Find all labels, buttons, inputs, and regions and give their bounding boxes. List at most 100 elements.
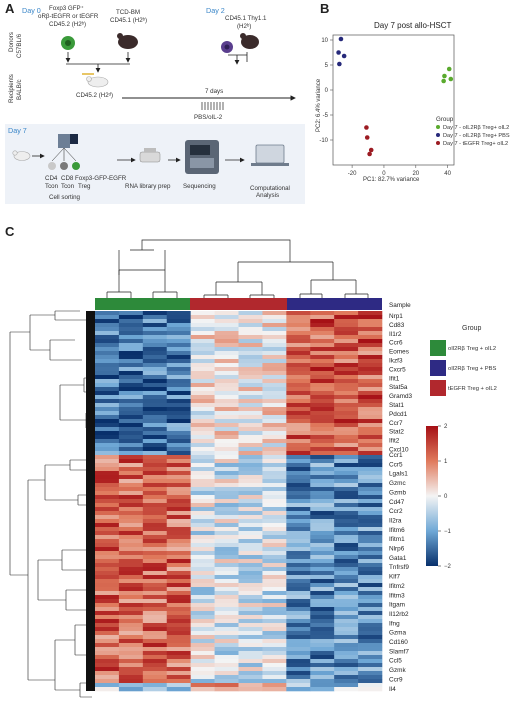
heatmap-cell	[166, 323, 191, 328]
donor-cells-line1: Foxp3 GFP⁺	[49, 5, 84, 12]
heatmap-cell	[310, 615, 335, 620]
heatmap-cell	[118, 319, 144, 324]
heatmap-cell	[166, 491, 191, 496]
heatmap-cell	[95, 515, 120, 520]
heatmap-cell	[334, 683, 359, 688]
heatmap-cell	[262, 599, 287, 604]
heatmap-cell	[334, 655, 359, 660]
heatmap-cell	[214, 415, 239, 420]
heatmap-cell	[95, 635, 120, 640]
heatmap-cell	[166, 555, 191, 560]
heatmap-cell	[262, 567, 287, 572]
heatmap-cell	[262, 395, 287, 400]
heatmap-cell	[286, 343, 311, 348]
heatmap-cell	[358, 507, 383, 512]
heatmap-cell	[214, 403, 239, 408]
heatmap-cell	[286, 591, 311, 596]
heatmap-cell	[238, 647, 263, 652]
panel-a: A Day 0 Donors C57BL/6 Recipients BALB/c…	[5, 1, 305, 204]
heatmap-cell	[214, 411, 239, 416]
heatmap-cell	[118, 327, 144, 332]
heatmap-cell	[238, 531, 263, 536]
heatmap-cell	[214, 615, 239, 620]
pca-point	[364, 125, 369, 130]
heatmap-cell	[214, 459, 239, 464]
heatmap-cell	[166, 327, 191, 332]
heatmap-cell	[262, 435, 287, 440]
heatmap-cell	[95, 667, 120, 672]
heatmap-cell	[334, 675, 359, 680]
heatmap-cell	[214, 523, 239, 528]
pca-point	[446, 66, 452, 72]
heatmap-cell	[118, 631, 144, 636]
heatmap-cell	[238, 443, 263, 448]
heatmap-cell	[286, 675, 311, 680]
heatmap-cell	[262, 339, 287, 344]
heatmap-cell	[190, 539, 215, 544]
heatmap-cell	[358, 659, 383, 664]
heatmap-cell	[95, 435, 120, 440]
heatmap-cell	[190, 611, 215, 616]
heatmap-cell	[286, 483, 311, 488]
heatmap-cell	[358, 595, 383, 600]
heatmap-cell	[334, 371, 359, 376]
heatmap-cell	[166, 375, 191, 380]
heatmap-cell	[358, 387, 383, 392]
heatmap-cell	[214, 383, 239, 388]
day7-label: Day 7	[8, 126, 27, 135]
heatmap-cell	[310, 491, 335, 496]
heatmap-cell	[166, 687, 191, 692]
heatmap-cell	[166, 439, 191, 444]
heatmap-cell	[95, 387, 120, 392]
heatmap-cell	[166, 671, 191, 676]
gene-label: Cd160	[389, 639, 408, 646]
heatmap-cell	[142, 647, 168, 652]
group-legend-label: oIl2Rβ Treg + PBS	[448, 366, 497, 372]
heatmap-cell	[118, 675, 144, 680]
heatmap-cell	[118, 663, 144, 668]
heatmap-cell	[358, 315, 383, 320]
heatmap-cell	[142, 319, 168, 324]
heatmap-cell	[190, 619, 215, 624]
heatmap-cell	[166, 587, 191, 592]
heatmap-cell	[238, 455, 263, 460]
heatmap-cell	[190, 631, 215, 636]
heatmap-cell	[286, 327, 311, 332]
heatmap-cell	[358, 499, 383, 504]
heatmap-cell	[142, 607, 168, 612]
heatmap-cell	[95, 319, 120, 324]
heatmap-cell	[286, 379, 311, 384]
treg-cell-icon	[61, 36, 75, 50]
heatmap-cell	[310, 563, 335, 568]
heatmap-cell	[118, 543, 144, 548]
heatmap-cell	[286, 487, 311, 492]
heatmap-cell	[358, 539, 383, 544]
heatmap-cell	[118, 391, 144, 396]
heatmap-cell	[95, 539, 120, 544]
heatmap-cell	[334, 447, 359, 452]
heatmap-cell	[95, 619, 120, 624]
heatmap-cell	[118, 499, 144, 504]
heatmap-cell	[286, 519, 311, 524]
heatmap-cell	[310, 555, 335, 560]
heatmap-cell	[214, 611, 239, 616]
heatmap-cell	[95, 555, 120, 560]
heatmap-cell	[358, 675, 383, 680]
heatmap-cell	[118, 363, 144, 368]
heatmap-cell	[334, 559, 359, 564]
heatmap-cell	[286, 575, 311, 580]
heatmap-cell	[214, 679, 239, 684]
heatmap-cell	[286, 419, 311, 424]
heatmap-cell	[286, 559, 311, 564]
heatmap-cell	[262, 363, 287, 368]
heatmap-cell	[238, 595, 263, 600]
heatmap-cell	[310, 507, 335, 512]
heatmap-cell	[166, 407, 191, 412]
heatmap-cell	[142, 503, 168, 508]
heatmap-cell	[190, 359, 215, 364]
heatmap-cell	[262, 675, 287, 680]
heatmap-cell	[262, 619, 287, 624]
heatmap-cell	[166, 311, 191, 316]
gene-label: Ifit2	[389, 438, 400, 445]
heatmap-cell	[142, 395, 168, 400]
